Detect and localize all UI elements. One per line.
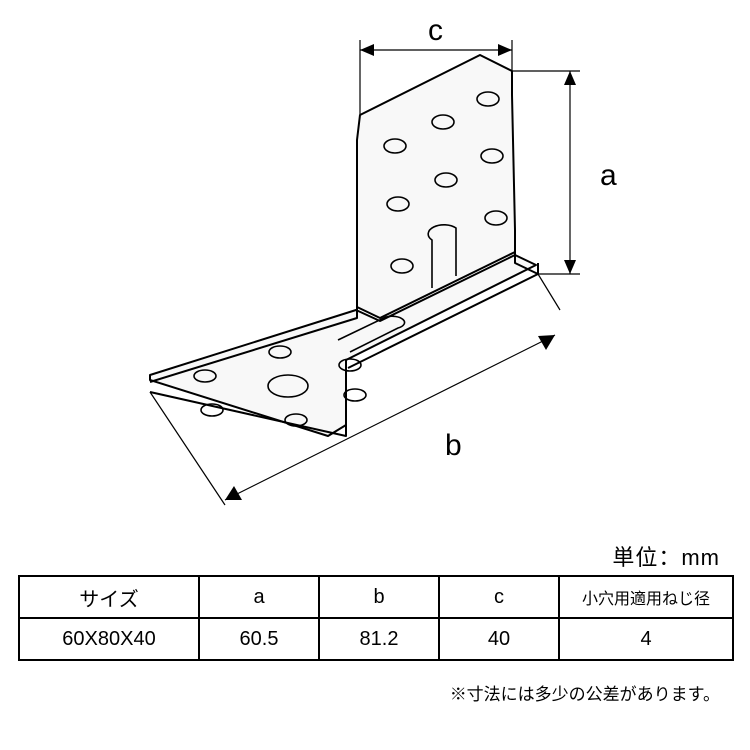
th-c: c	[439, 576, 559, 618]
td-screw: 4	[559, 618, 733, 660]
th-a: a	[199, 576, 319, 618]
svg-text:c: c	[428, 14, 443, 47]
td-c: 40	[439, 618, 559, 660]
th-screw: 小穴用適用ねじ径	[559, 576, 733, 618]
svg-text:a: a	[600, 159, 617, 192]
td-a: 60.5	[199, 618, 319, 660]
table-row: 60X80X40 60.5 81.2 40 4	[19, 618, 733, 660]
unit-label: 単位：mm	[612, 540, 720, 572]
tolerance-note: ※寸法には多少の公差があります。	[450, 680, 720, 705]
svg-text:b: b	[445, 429, 462, 462]
spec-table: サイズ a b c 小穴用適用ねじ径 60X80X40 60.5 81.2 40…	[18, 575, 734, 661]
th-size: サイズ	[19, 576, 199, 618]
td-size: 60X80X40	[19, 618, 199, 660]
td-b: 81.2	[319, 618, 439, 660]
th-b: b	[319, 576, 439, 618]
